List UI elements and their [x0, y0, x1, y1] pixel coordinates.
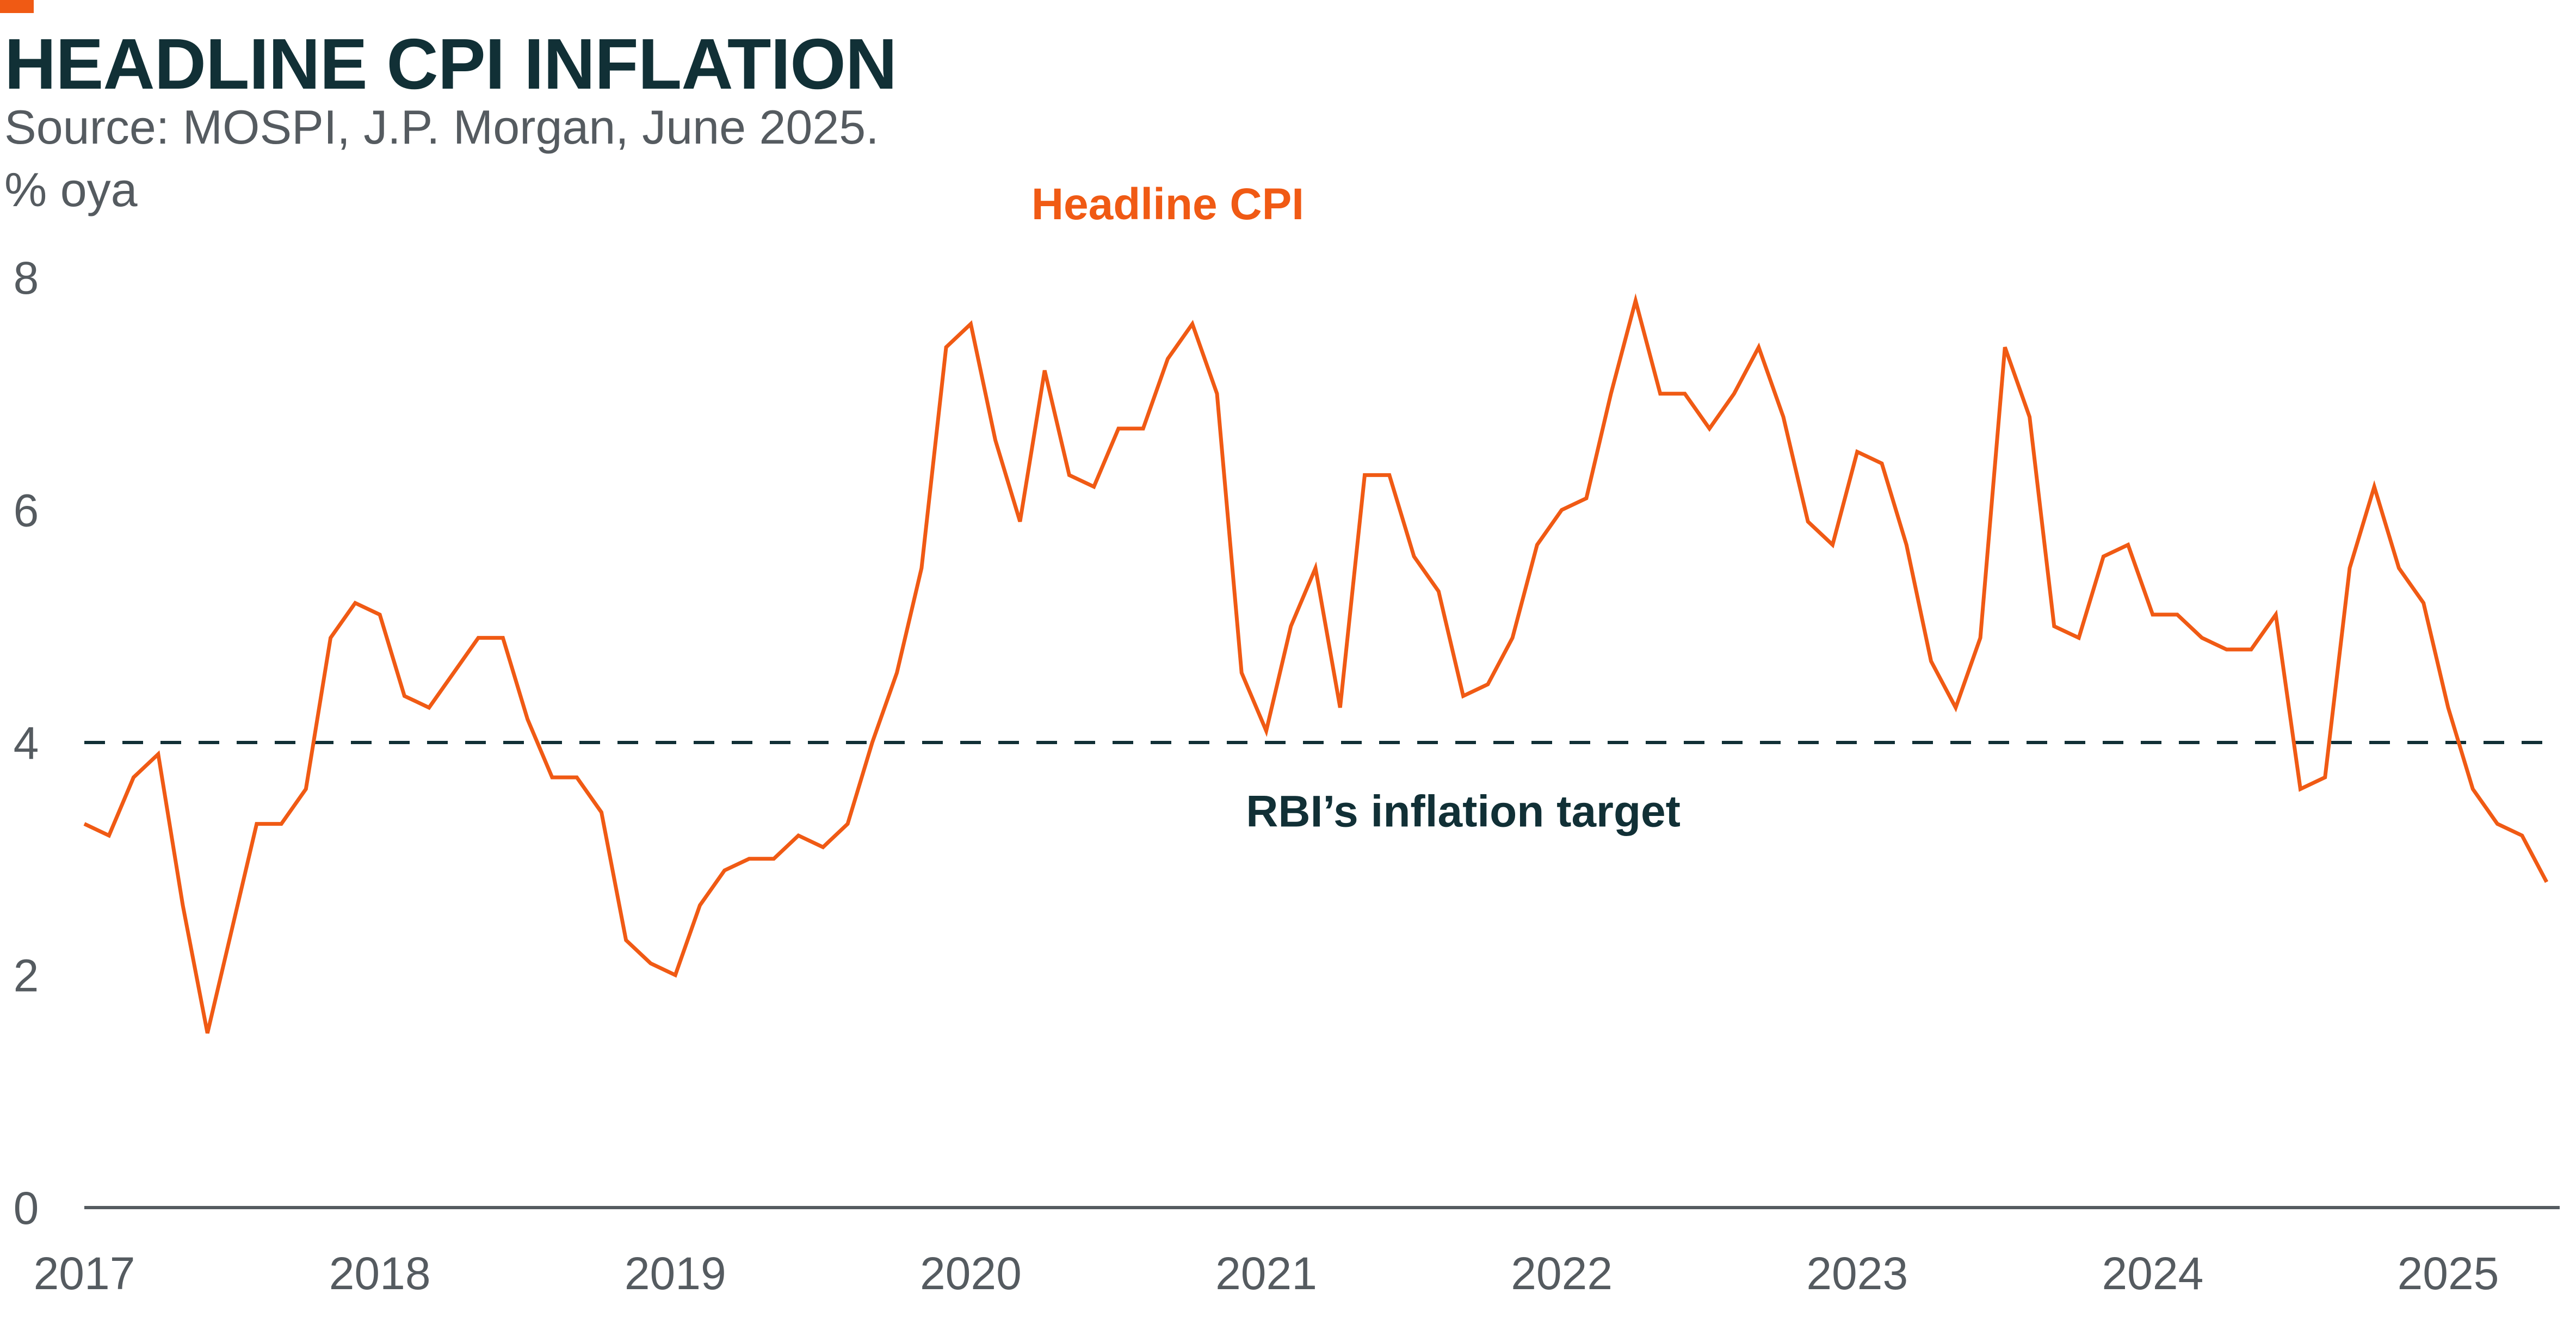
series-group: [83, 293, 2549, 1034]
x-tick-label: 2022: [1511, 1248, 1613, 1299]
chart-title: HEADLINE CPI INFLATION: [4, 24, 897, 104]
y-tick-label: 6: [14, 485, 39, 536]
x-tick-label: 2024: [2102, 1248, 2203, 1299]
y-axis-unit: % oya: [4, 163, 138, 216]
accent-bar: [0, 0, 34, 13]
chart-source: Source: MOSPI, J.P. Morgan, June 2025.: [4, 100, 879, 154]
y-tick-label: 8: [14, 252, 39, 304]
headline-cpi-line: [83, 293, 2549, 1034]
x-tick-label: 2017: [34, 1248, 135, 1299]
y-tick-label: 2: [14, 950, 39, 1001]
x-tick-label: 2019: [625, 1248, 726, 1299]
x-axis-ticks: 2017 2018 2019 2020 2021 2022 2023 2024 2025: [34, 1248, 2499, 1299]
x-tick-label: 2025: [2398, 1248, 2499, 1299]
y-tick-label: 4: [14, 717, 39, 769]
y-tick-label: 0: [14, 1183, 39, 1234]
x-tick-label: 2020: [920, 1248, 1022, 1299]
x-tick-label: 2018: [329, 1248, 431, 1299]
x-tick-label: 2021: [1215, 1248, 1317, 1299]
annotations: Headline CPI RBI’s inflation target: [1031, 180, 1681, 836]
series-label-headline-cpi: Headline CPI: [1031, 180, 1304, 229]
x-tick-label: 2023: [1806, 1248, 1908, 1299]
inflation-target-label: RBI’s inflation target: [1246, 787, 1681, 836]
y-axis-ticks: 0 2 4 6 8: [14, 252, 39, 1234]
